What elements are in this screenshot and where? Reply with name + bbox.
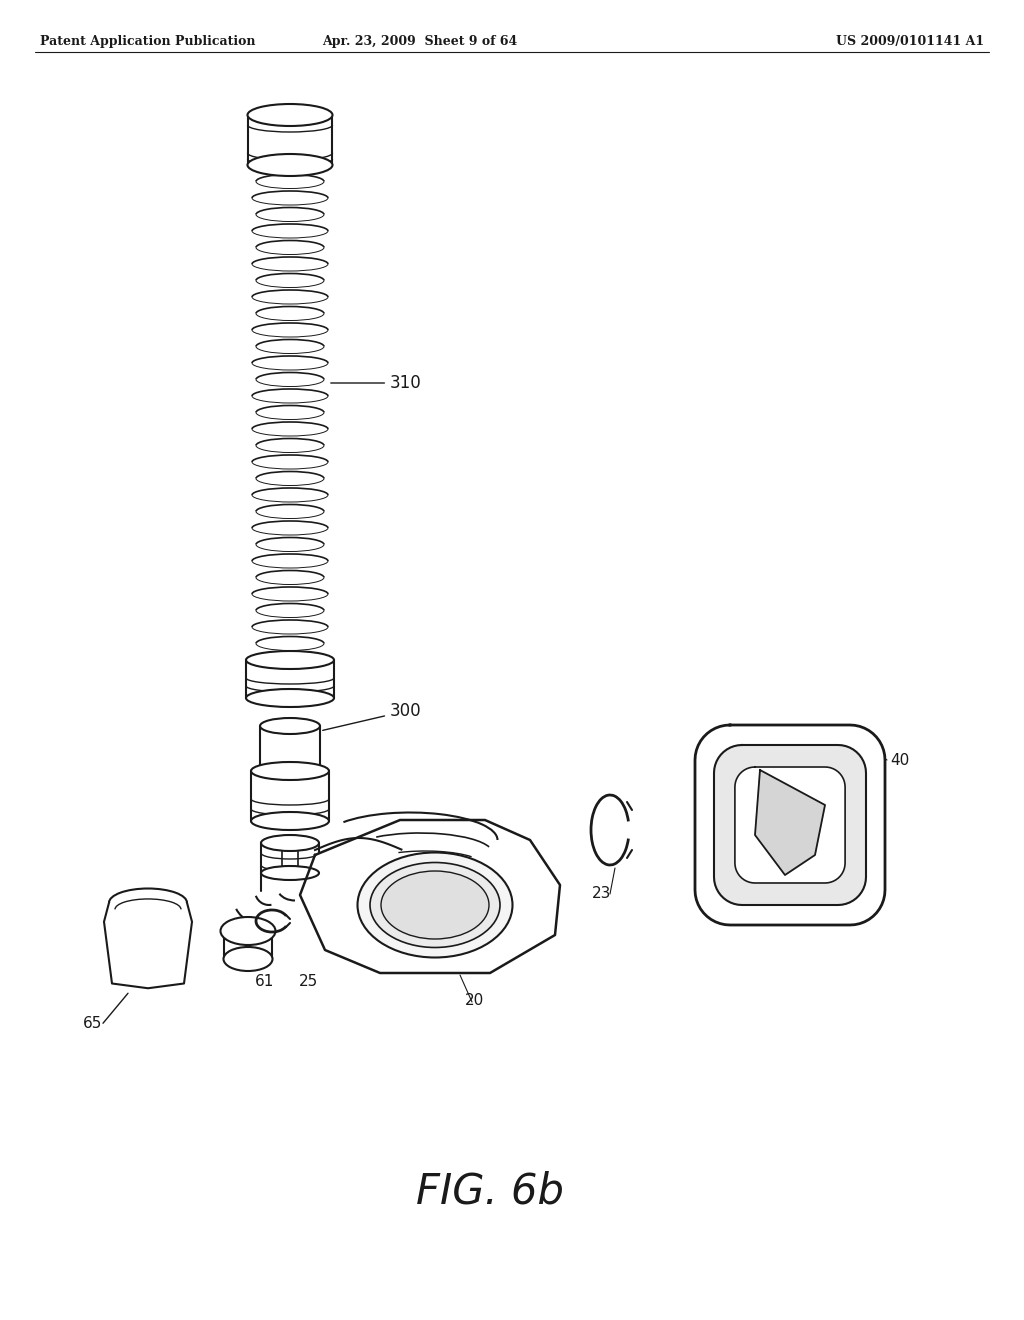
Text: 23: 23	[592, 886, 611, 902]
Text: 65: 65	[83, 1016, 102, 1031]
Text: Patent Application Publication: Patent Application Publication	[40, 36, 256, 48]
Ellipse shape	[261, 866, 319, 880]
Text: 20: 20	[465, 993, 484, 1008]
Ellipse shape	[251, 812, 329, 830]
Text: 61: 61	[255, 974, 274, 989]
Polygon shape	[695, 725, 885, 925]
Ellipse shape	[381, 871, 489, 939]
Text: 25: 25	[298, 974, 317, 989]
Ellipse shape	[246, 651, 334, 669]
Ellipse shape	[251, 762, 329, 780]
Ellipse shape	[248, 104, 333, 125]
Ellipse shape	[260, 718, 319, 734]
Ellipse shape	[357, 853, 512, 957]
Text: 310: 310	[331, 374, 422, 392]
Polygon shape	[104, 903, 193, 989]
Ellipse shape	[248, 154, 333, 176]
Ellipse shape	[261, 836, 319, 851]
Text: Apr. 23, 2009  Sheet 9 of 64: Apr. 23, 2009 Sheet 9 of 64	[323, 36, 517, 48]
Ellipse shape	[223, 946, 272, 972]
Text: 40: 40	[890, 752, 909, 768]
Polygon shape	[755, 770, 825, 875]
Polygon shape	[300, 820, 560, 973]
Ellipse shape	[260, 763, 319, 779]
Ellipse shape	[220, 917, 275, 945]
Polygon shape	[714, 744, 866, 906]
Text: FIG. 6b: FIG. 6b	[416, 1170, 564, 1212]
Ellipse shape	[246, 689, 334, 708]
Text: US 2009/0101141 A1: US 2009/0101141 A1	[836, 36, 984, 48]
Text: 300: 300	[323, 702, 422, 730]
Ellipse shape	[370, 862, 500, 948]
Polygon shape	[735, 767, 845, 883]
